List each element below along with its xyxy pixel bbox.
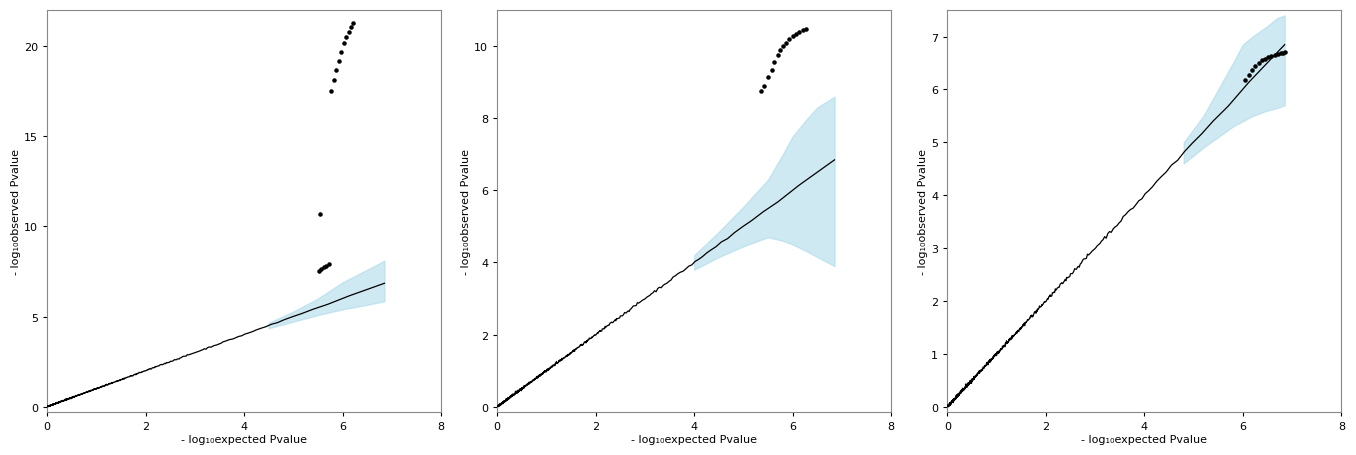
Point (309, 211, 331, 218)
Point (1241, 68, 1262, 75)
Point (1268, 51, 1290, 59)
Point (313, 264, 335, 271)
Point (1257, 55, 1279, 62)
Point (757, 74, 778, 81)
Point (311, 266, 332, 273)
Point (331, 49, 353, 56)
Point (785, 31, 807, 38)
Point (1254, 56, 1276, 63)
X-axis label: - log₁₀expected Pvalue: - log₁₀expected Pvalue (182, 434, 306, 444)
Point (1261, 53, 1283, 61)
Point (778, 36, 800, 44)
Point (343, 20, 365, 27)
Point (317, 261, 339, 268)
Point (782, 33, 804, 40)
Y-axis label: - log₁₀observed Pvalue: - log₁₀observed Pvalue (11, 149, 22, 274)
Point (308, 268, 330, 276)
Point (325, 67, 347, 74)
Point (332, 40, 354, 47)
Point (335, 35, 357, 42)
Point (761, 67, 782, 74)
Point (316, 263, 338, 270)
Point (1245, 63, 1267, 71)
Y-axis label: - log₁₀observed Pvalue: - log₁₀observed Pvalue (461, 149, 472, 274)
Point (770, 48, 792, 55)
Point (754, 83, 776, 90)
X-axis label: - log₁₀expected Pvalue: - log₁₀expected Pvalue (631, 434, 757, 444)
Point (340, 25, 362, 32)
Point (763, 60, 785, 67)
Point (320, 88, 342, 96)
Y-axis label: - log₁₀observed Pvalue: - log₁₀observed Pvalue (918, 149, 929, 274)
Point (788, 29, 810, 36)
Point (1272, 50, 1294, 57)
Point (323, 78, 344, 85)
Point (772, 43, 793, 51)
Point (1250, 58, 1272, 65)
Point (1238, 72, 1260, 79)
Point (1264, 52, 1285, 60)
Point (338, 29, 359, 36)
Point (1273, 50, 1295, 57)
Point (328, 58, 350, 65)
Point (1271, 51, 1292, 58)
Point (1248, 60, 1269, 67)
Point (795, 26, 816, 33)
Point (792, 28, 814, 35)
X-axis label: - log₁₀expected Pvalue: - log₁₀expected Pvalue (1081, 434, 1207, 444)
Point (776, 40, 797, 47)
Point (750, 88, 772, 96)
Point (767, 52, 789, 60)
Point (1234, 77, 1256, 84)
